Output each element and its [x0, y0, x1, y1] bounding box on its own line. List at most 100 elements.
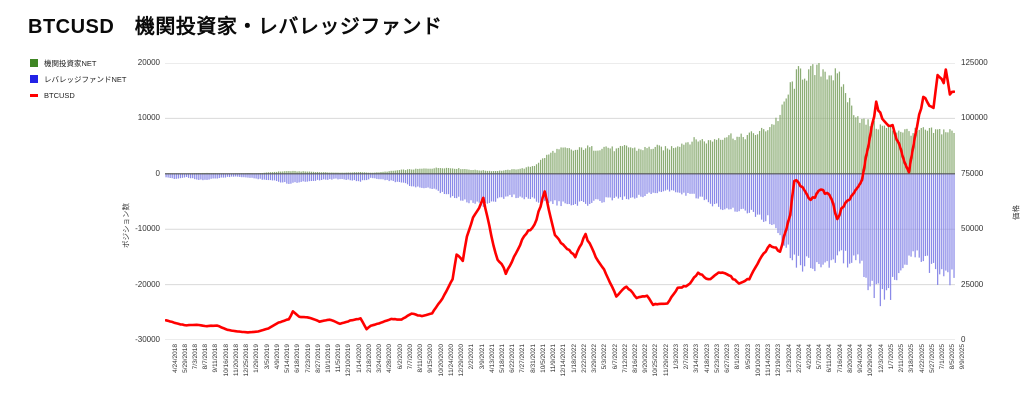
- left-axis-tick: 10000: [137, 113, 160, 123]
- x-axis-label: 6/2/2020: [396, 344, 404, 370]
- x-axis-label: 7/7/2020: [406, 344, 414, 370]
- x-axis-label: 10/5/2021: [539, 344, 547, 373]
- x-axis-label: 5/29/2018: [181, 344, 189, 373]
- left-axis-tick: -20000: [135, 279, 160, 289]
- right-axis-title: 価格: [1011, 205, 1021, 220]
- x-axis-label: 5/18/2021: [498, 344, 506, 373]
- left-axis-tick: 20000: [137, 58, 160, 67]
- x-axis-label: 2/27/2024: [795, 344, 803, 373]
- x-axis-label: 4/24/2018: [171, 344, 179, 373]
- x-axis-label: 11/24/2020: [447, 344, 455, 377]
- x-axis-label: 5/3/2022: [601, 344, 609, 370]
- x-axis-label: 3/29/2022: [591, 344, 599, 373]
- x-axis-label: 6/7/2022: [611, 344, 619, 370]
- x-axis-label: 2/7/2023: [683, 344, 691, 370]
- gridlines: [165, 63, 955, 340]
- x-axis-label: 7/16/2024: [836, 344, 844, 373]
- x-axis-label: 1/23/2024: [785, 344, 793, 373]
- x-axis-label: 12/14/2021: [560, 344, 568, 377]
- x-axis-label: 11/29/2022: [662, 344, 670, 377]
- x-axis-label: 10/25/2022: [652, 344, 660, 377]
- x-axis-label: 8/27/2019: [314, 344, 322, 373]
- x-axis-label: 9/9/2025: [959, 344, 967, 370]
- btcusd-price-line: [165, 68, 955, 334]
- x-axis-label: 10/29/2024: [867, 344, 875, 377]
- legend-label: レバレッジファンドNET: [44, 74, 127, 84]
- legend-item-leveraged-fund: レバレッジファンドNET: [30, 71, 127, 87]
- x-axis-label: 12/19/2023: [775, 344, 783, 377]
- x-axis-label: 3/5/2019: [263, 344, 271, 370]
- x-axis-label: 10/10/2023: [754, 344, 762, 377]
- x-axis-label: 12/3/2024: [877, 344, 885, 373]
- x-axis-label: 12/29/2020: [458, 344, 466, 377]
- x-axis-label: 2/22/2022: [580, 344, 588, 373]
- chart-title: BTCUSD 機関投資家・レバレッジファンド: [28, 16, 443, 38]
- leveraged-fund-net-swatch: [30, 75, 38, 83]
- x-axis-label: 6/22/2021: [509, 344, 517, 373]
- x-axis-label: 7/27/2021: [519, 344, 527, 373]
- x-axis-label: 9/20/2022: [642, 344, 650, 373]
- x-axis-label: 4/9/2019: [273, 344, 281, 370]
- institutional-net-swatch: [30, 59, 38, 67]
- x-axis-label: 4/28/2020: [386, 344, 394, 373]
- x-axis-label: 12/25/2018: [243, 344, 251, 377]
- x-axis-label: 3/18/2025: [908, 344, 916, 373]
- right-axis-tick: 125000: [961, 58, 988, 67]
- legend-label: BTCUSD: [44, 90, 75, 100]
- x-axis-label: 7/3/2018: [191, 344, 199, 370]
- x-axis-label: 11/20/2018: [232, 344, 240, 377]
- x-axis-label: 7/23/2019: [304, 344, 312, 373]
- x-axis-label: 7/1/2025: [939, 344, 946, 370]
- x-axis-label: 5/27/2025: [928, 344, 936, 373]
- x-axis-label: 11/5/2019: [335, 344, 343, 373]
- x-axis-label: 11/9/2021: [550, 344, 558, 373]
- x-axis-label: 6/11/2024: [826, 344, 834, 373]
- x-axis-label: 2/11/2025: [898, 344, 906, 373]
- x-axis-label: 2/2/2021: [468, 344, 476, 370]
- right-axis-tick: 100000: [961, 113, 988, 123]
- x-axis-label: 1/3/2023: [672, 344, 680, 370]
- x-axis-label: 8/31/2021: [529, 344, 537, 373]
- x-axis-label: 5/14/2019: [284, 344, 292, 373]
- x-axis-label: 10/16/2018: [222, 344, 230, 377]
- x-axis-label: 4/22/2025: [918, 344, 926, 373]
- x-axis-label: 9/11/2018: [212, 344, 220, 373]
- right-axis-tick: 25000: [961, 279, 984, 289]
- legend: 機関投資家NET レバレッジファンドNET BTCUSD: [30, 55, 127, 103]
- x-axis-label: 1/14/2020: [355, 344, 363, 373]
- x-axis-label: 8/5/2025: [949, 344, 957, 370]
- x-axis-label: 6/18/2019: [294, 344, 302, 373]
- x-axis-label: 7/12/2022: [621, 344, 629, 373]
- x-axis-label: 4/2/2024: [805, 344, 813, 370]
- right-axis-tick: 0: [961, 335, 966, 344]
- x-axis-label: 8/20/2024: [846, 344, 854, 373]
- btcusd-line-swatch: [30, 94, 38, 97]
- legend-item-institutional: 機関投資家NET: [30, 55, 127, 71]
- x-axis-label: 9/15/2020: [427, 344, 435, 373]
- x-axis-label: 11/14/2023: [765, 344, 773, 377]
- left-axis-tick: 0: [155, 168, 160, 178]
- x-axis-label: 8/1/2023: [734, 344, 742, 370]
- x-axis-label: 9/24/2024: [857, 344, 865, 373]
- left-axis-tick: -10000: [135, 224, 160, 234]
- x-axis-label: 1/29/2019: [253, 344, 261, 373]
- x-axis-label: 1/18/2022: [570, 344, 578, 373]
- x-axis-label: 3/24/2020: [376, 344, 384, 373]
- x-axis-label: 8/7/2018: [202, 344, 210, 370]
- x-axis-label: 6/27/2023: [724, 344, 732, 373]
- leveraged-fund-net-bars: [165, 173, 955, 307]
- left-axis-tick: -30000: [135, 335, 160, 344]
- x-axis-label: 5/23/2023: [713, 344, 721, 373]
- legend-label: 機関投資家NET: [44, 58, 97, 68]
- legend-item-btcusd: BTCUSD: [30, 87, 127, 103]
- x-axis-label: 12/10/2019: [345, 344, 353, 377]
- x-axis-label: 8/11/2020: [417, 344, 425, 373]
- institutional-net-bars: [165, 63, 955, 174]
- x-axis-label: 2/18/2020: [365, 344, 373, 373]
- x-axis-label: 3/14/2023: [693, 344, 701, 373]
- plot-area: [165, 63, 955, 340]
- x-axis-label: 1/7/2025: [887, 344, 895, 370]
- x-axis-label: 4/18/2023: [703, 344, 711, 373]
- x-axis-label: 8/16/2022: [632, 344, 639, 373]
